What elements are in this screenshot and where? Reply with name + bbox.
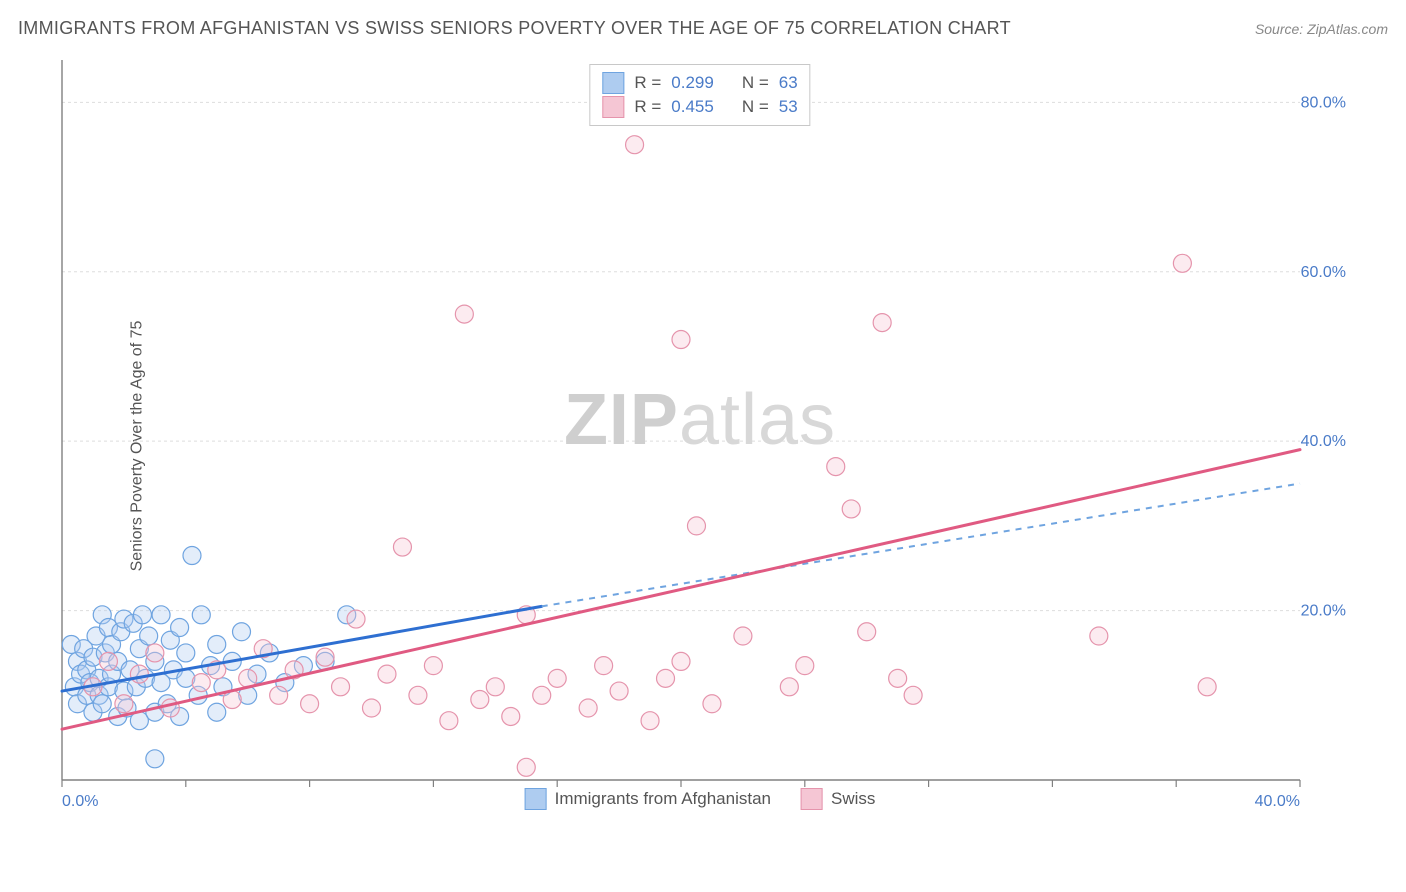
legend-swatch — [602, 96, 624, 118]
legend-row: R = 0.455 N = 53 — [602, 95, 797, 119]
stat-label: N = — [742, 71, 769, 95]
n-value: 63 — [779, 71, 798, 95]
legend-item: Immigrants from Afghanistan — [525, 788, 771, 810]
svg-text:0.0%: 0.0% — [62, 793, 98, 810]
r-value: 0.299 — [671, 71, 714, 95]
legend-swatch — [801, 788, 823, 810]
legend-row: R = 0.299 N = 63 — [602, 71, 797, 95]
legend-label: Swiss — [831, 789, 875, 809]
legend-swatch — [602, 72, 624, 94]
title-bar: IMMIGRANTS FROM AFGHANISTAN VS SWISS SEN… — [18, 18, 1388, 39]
chart-title: IMMIGRANTS FROM AFGHANISTAN VS SWISS SEN… — [18, 18, 1011, 39]
stat-label: R = — [634, 71, 661, 95]
stat-label: N = — [742, 95, 769, 119]
svg-text:40.0%: 40.0% — [1255, 793, 1300, 810]
svg-text:80.0%: 80.0% — [1301, 94, 1346, 111]
correlation-legend: R = 0.299 N = 63 R = 0.455 N = 53 — [589, 64, 810, 126]
r-value: 0.455 — [671, 95, 714, 119]
legend-label: Immigrants from Afghanistan — [555, 789, 771, 809]
source-attribution: Source: ZipAtlas.com — [1255, 21, 1388, 37]
svg-text:60.0%: 60.0% — [1301, 264, 1346, 281]
stat-label: R = — [634, 95, 661, 119]
plot-area: 20.0%40.0%60.0%80.0%0.0%40.0% ZIPatlas R… — [50, 60, 1350, 810]
legend-swatch — [525, 788, 547, 810]
svg-text:20.0%: 20.0% — [1301, 603, 1346, 620]
scatter-chart: 20.0% 40.0% 60.0% 80.0% 0.0% 40.0% — [50, 60, 1350, 810]
n-value: 53 — [779, 95, 798, 119]
svg-text:40.0%: 40.0% — [1301, 433, 1346, 450]
legend-item: Swiss — [801, 788, 875, 810]
series-legend: Immigrants from Afghanistan Swiss — [525, 788, 876, 810]
